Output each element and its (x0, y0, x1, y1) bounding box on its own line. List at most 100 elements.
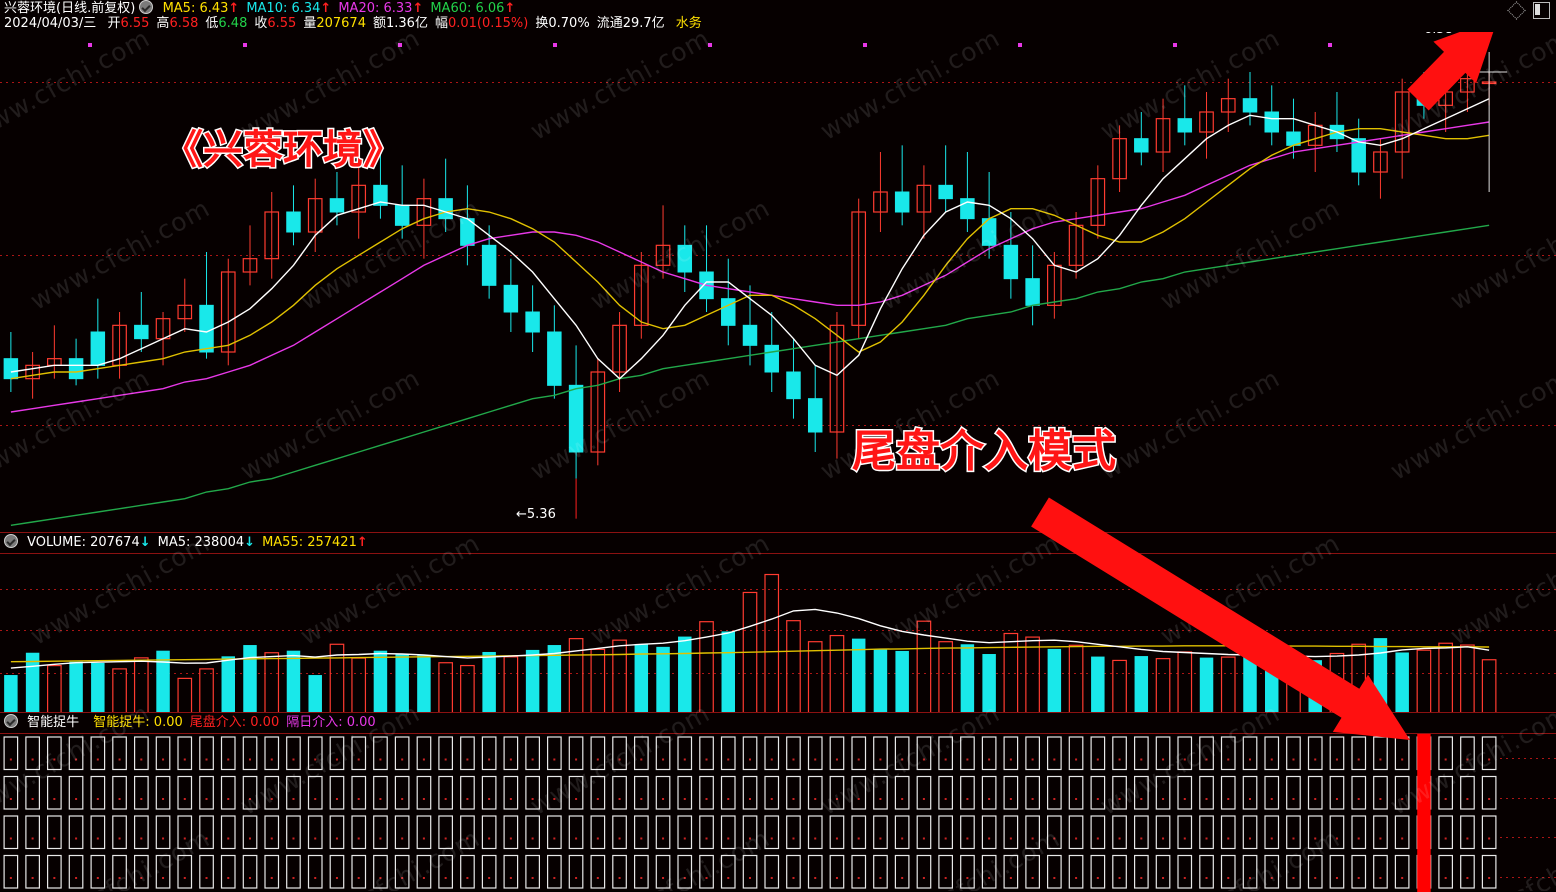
candle-body-down (807, 398, 823, 433)
indicator-dot (988, 758, 991, 761)
volume-bar-up (916, 620, 932, 713)
indicator-zebra-cell (1242, 854, 1258, 889)
indicator-dot (879, 797, 882, 800)
indicator-dot (1009, 837, 1012, 840)
volume-bar-down (1265, 651, 1279, 713)
indicator-zebra-cell (1155, 815, 1171, 850)
indicator-zebra-cell (1307, 854, 1323, 889)
indicator-dot (75, 837, 78, 840)
indicator-zebra-cell (242, 815, 258, 850)
indicator-dot (1270, 758, 1273, 761)
indicator-dot (1379, 876, 1382, 879)
indicator-dot (379, 797, 382, 800)
indicator-zebra-cell (1090, 854, 1106, 889)
indicator-dot (444, 837, 447, 840)
indicator-zebra-cell (1046, 854, 1062, 889)
indicator-zebra-cell (1068, 775, 1084, 810)
window-controls[interactable] (1507, 1, 1550, 20)
indicator-dot (314, 876, 317, 879)
restore-window-icon[interactable] (1533, 2, 1550, 19)
indicator-dot (1292, 876, 1295, 879)
indicator-zebra-cell (1329, 775, 1345, 810)
volume-chart-body[interactable] (0, 554, 1556, 713)
indicator-zebra-cell (568, 815, 584, 850)
indicator-dot (1335, 837, 1338, 840)
diamond-icon[interactable] (1507, 1, 1526, 20)
indicator-zebra-cell (699, 815, 714, 850)
quote-item-label: 流通 (596, 16, 623, 31)
indicator-dot (531, 876, 534, 879)
indicator-dot (31, 758, 34, 761)
indicator-zebra-cell (1394, 736, 1410, 771)
candle-body-down (481, 244, 497, 286)
volume-bar-up (112, 668, 127, 713)
indicator-zebra-cell (1046, 775, 1062, 810)
indicator-zebra-cell (25, 775, 40, 810)
price-chart-body[interactable] (0, 32, 1556, 532)
volume-toggle-icon[interactable] (4, 534, 18, 548)
indicator-dot (770, 797, 773, 800)
indicator-zebra-cell (307, 815, 323, 850)
indicator-dot (792, 797, 795, 800)
indicator-chart-body[interactable] (0, 734, 1556, 892)
indicator-zebra-cell (373, 736, 388, 771)
indicator-zebra-cell (720, 854, 736, 889)
price-chart-svg[interactable] (0, 32, 1556, 532)
indicator-dot (1357, 837, 1360, 840)
indicator-dot (292, 758, 295, 761)
indicator-zebra-cell (1025, 775, 1041, 810)
indicator-zebra-cell (1307, 815, 1323, 850)
indicator-dot (1031, 797, 1034, 800)
volume-panel: VOLUME: 207674↓ MA5: 238004↓ MA55: 257421↑ (0, 532, 1556, 713)
indicator-dot (1335, 758, 1338, 761)
indicator-zebra-cell (1177, 775, 1193, 810)
indicator-zebra-cell (329, 736, 345, 771)
indicator-panel-toggle-icon[interactable] (4, 714, 18, 728)
indicator-dot (31, 837, 34, 840)
indicator-dot (118, 797, 121, 800)
header-ma-item: MA10: 6.34↑ (246, 1, 332, 16)
indicator-zebra-cell (1025, 854, 1041, 889)
trend-arrow-icon: ↑ (228, 1, 240, 16)
indicator-dot (1357, 876, 1360, 879)
volume-bar-down (721, 631, 735, 713)
volume-bar-down (286, 650, 301, 713)
indicator-dot (1292, 758, 1295, 761)
indicator-zebra-cell (612, 815, 627, 850)
ma60-line (10, 224, 1490, 526)
indicator-dot (466, 837, 469, 840)
indicator-dot (966, 758, 969, 761)
volume-bar-down (4, 675, 18, 713)
indicator-dot (1118, 758, 1121, 761)
candle-body-down (373, 184, 388, 206)
indicator-dot (444, 876, 447, 879)
candle-body-down (742, 324, 758, 346)
chart-header: 兴蓉环境(日线.前复权) MA5: 6.43↑ MA10: 6.34↑ MA20: … (0, 0, 1556, 32)
indicator-zebra-cell (503, 775, 519, 810)
indicator-zebra-cell (655, 775, 671, 810)
date-marker-dot (553, 43, 557, 47)
indicator-zebra-cell (373, 815, 388, 850)
indicator-dot (292, 876, 295, 879)
volume-chart-svg[interactable] (0, 554, 1556, 713)
indicator-zebra-cell (155, 775, 171, 810)
indicator-toggle-icon[interactable] (139, 0, 154, 14)
volume-bar-up (1112, 659, 1127, 713)
indicator-zebra-cell (481, 854, 497, 889)
indicator-zebra-cell (1242, 815, 1258, 850)
indicator-dot (1314, 876, 1317, 879)
indicator-zebra-cell (1329, 854, 1345, 889)
indicator-dot (1183, 837, 1186, 840)
indicator-zebra-cell (677, 815, 693, 850)
indicator-zebra-cell (460, 775, 475, 810)
indicator-dot (1118, 797, 1121, 800)
indicator-dot (879, 758, 882, 761)
indicator-chart-svg[interactable] (0, 734, 1556, 892)
candle-body-down (1264, 111, 1279, 133)
indicator-dot (335, 837, 338, 840)
indicator-dot (1183, 758, 1186, 761)
indicator-dot (249, 758, 251, 761)
volume-bar-up (133, 657, 149, 713)
indicator-zebra-cell (503, 815, 519, 850)
indicator-dot (1183, 797, 1186, 800)
